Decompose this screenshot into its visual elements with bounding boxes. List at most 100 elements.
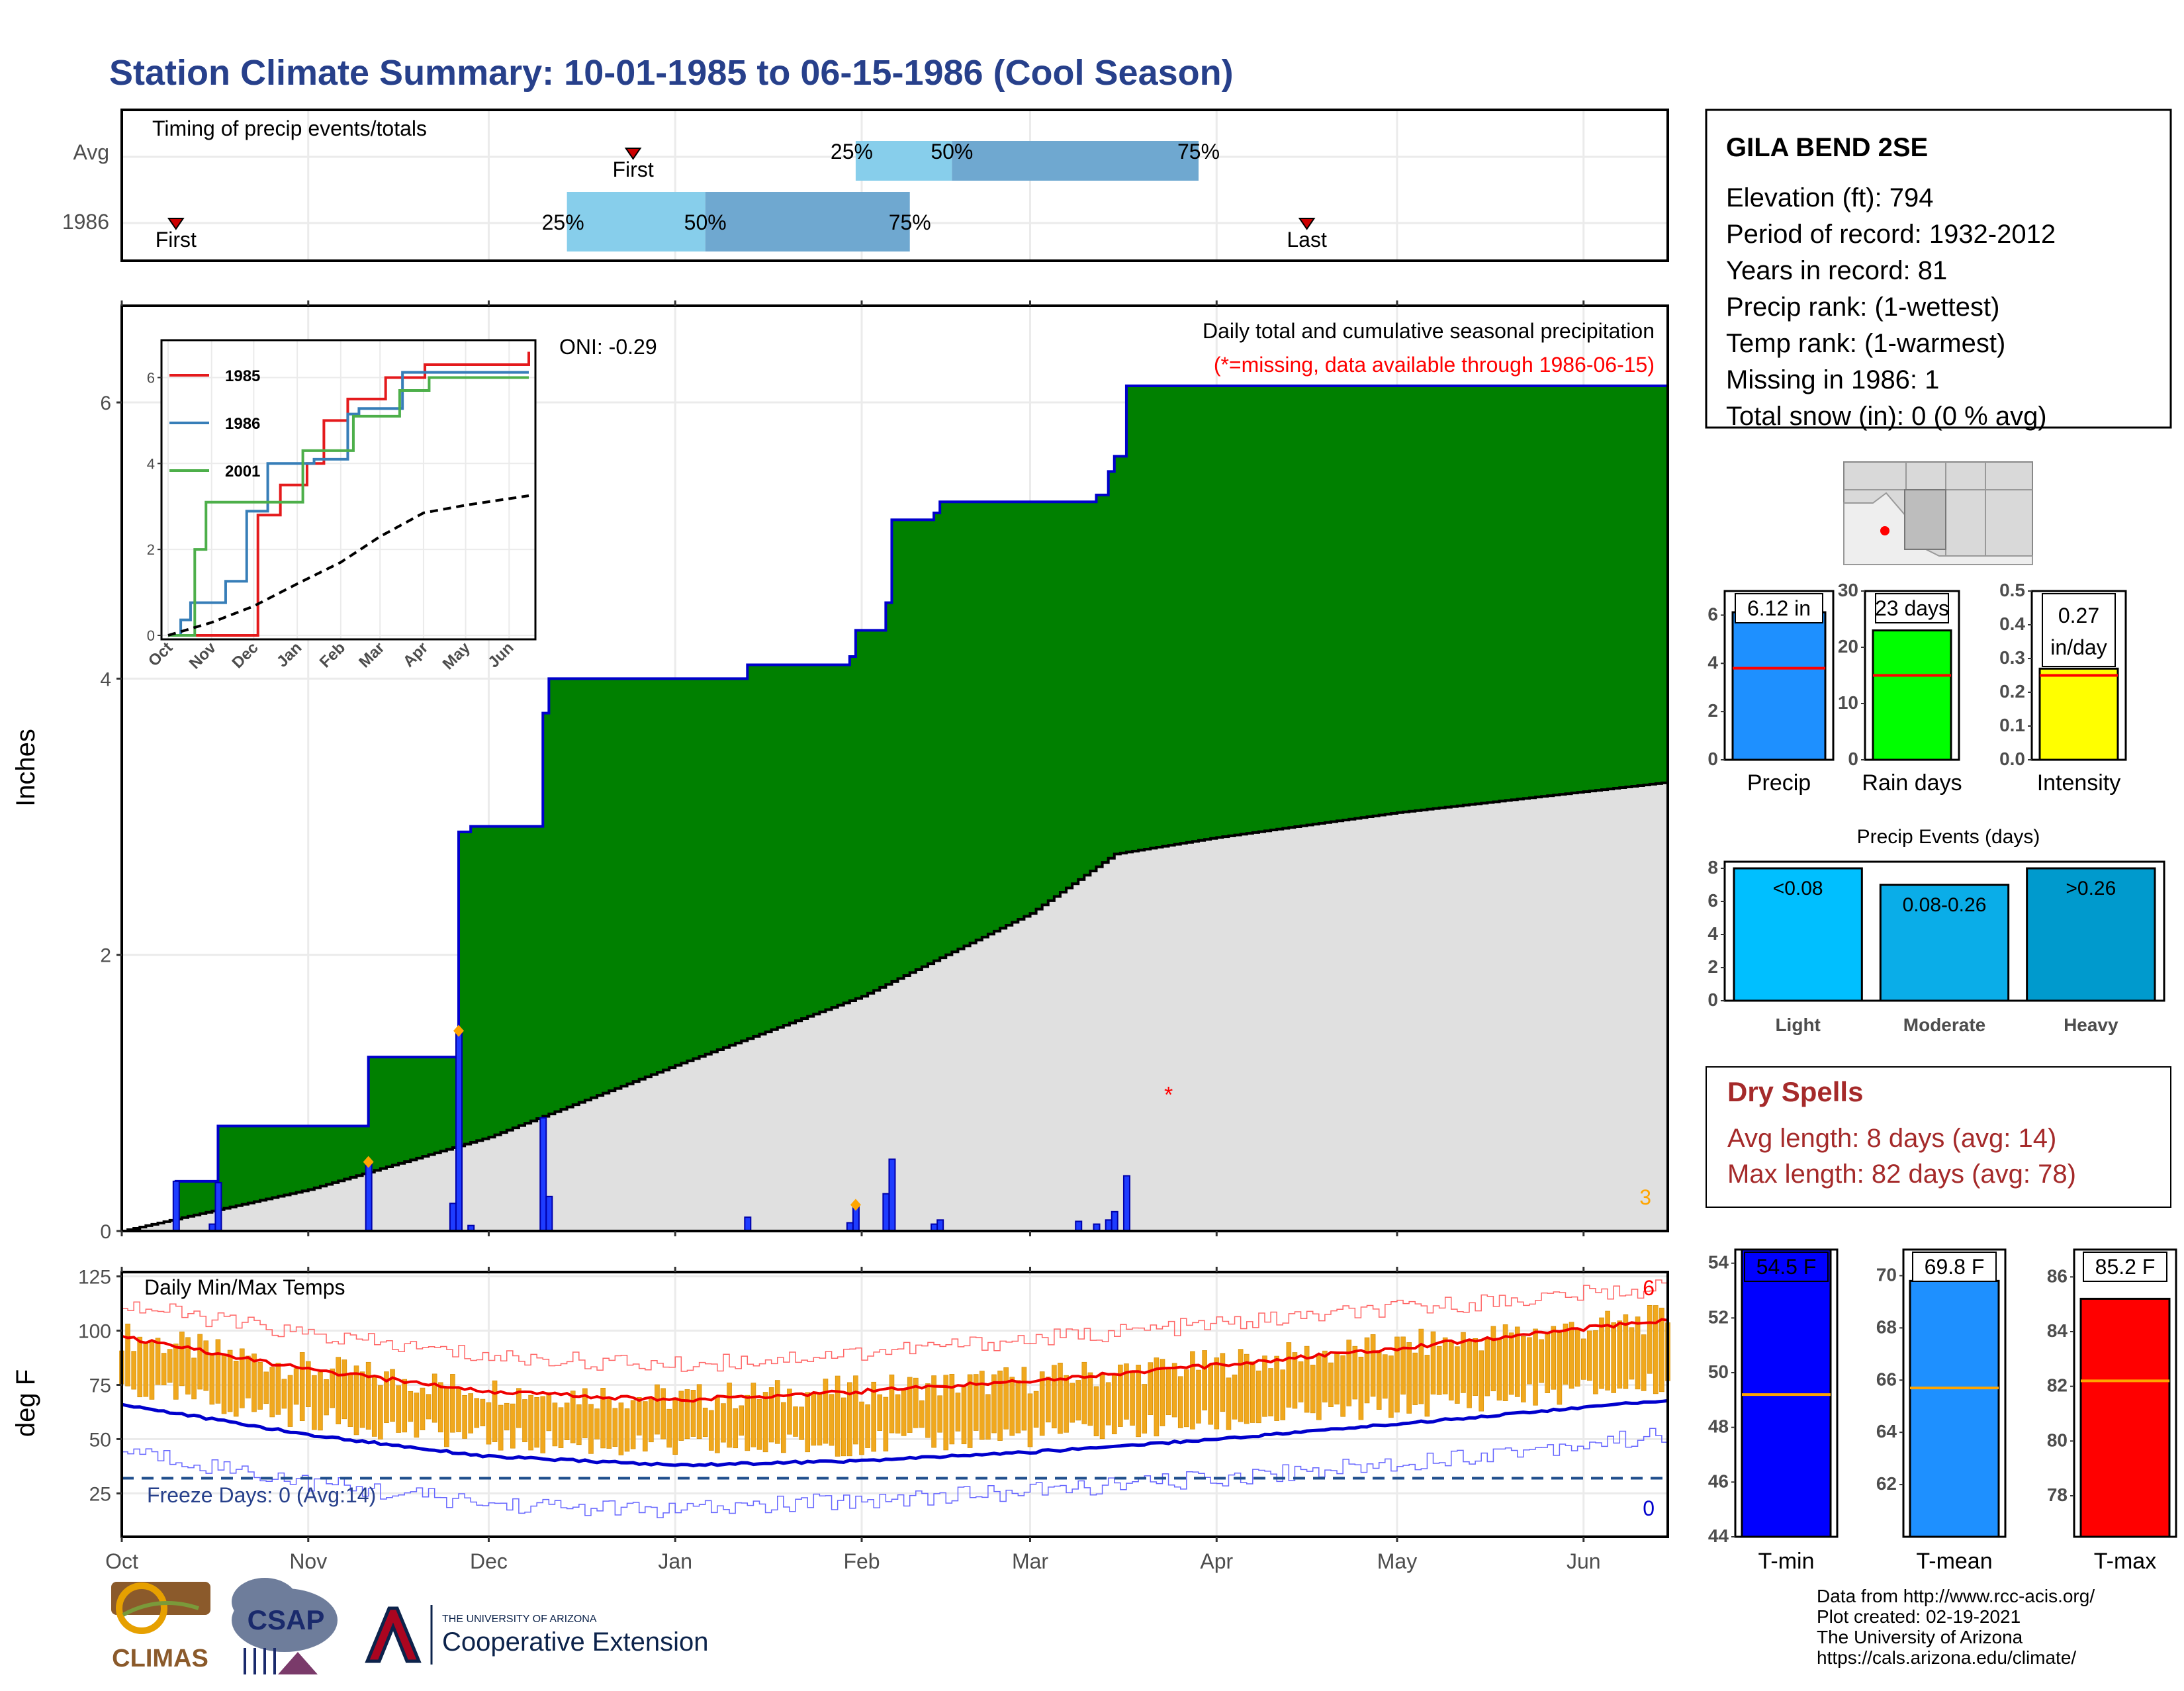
daily-temp-bar	[402, 1379, 408, 1433]
daily-temp-bar	[715, 1396, 720, 1453]
daily-precip-bar	[1105, 1219, 1113, 1232]
daily-temp-bar	[799, 1406, 804, 1440]
daily-temp-bar	[751, 1383, 756, 1447]
daily-temp-bar	[1184, 1369, 1189, 1428]
y-tick-label: 125	[78, 1267, 111, 1289]
events-bar-label: >0.26	[2066, 878, 2116, 899]
daily-temp-bar	[432, 1373, 437, 1423]
inset-legend-label: 1986	[225, 415, 260, 433]
daily-temp-bar	[739, 1405, 745, 1436]
daily-temp-bar	[871, 1381, 876, 1452]
daily-temp-bar	[450, 1374, 455, 1433]
daily-temp-bar	[1539, 1339, 1544, 1383]
summary-y-tick-label: 2	[1707, 700, 1718, 721]
daily-temp-bar	[1521, 1336, 1526, 1402]
events-bar-label: <0.08	[1773, 878, 1823, 899]
footer-line: Data from http://www.rcc-acis.org/	[1817, 1586, 2095, 1606]
daily-temp-bar	[1388, 1355, 1394, 1418]
temp-y-axis-label: deg F	[11, 1369, 40, 1437]
daily-temp-bar	[546, 1392, 552, 1432]
events-bar	[1733, 867, 1863, 1002]
daily-temp-bar	[173, 1344, 179, 1400]
extreme-event-marker	[850, 1199, 861, 1211]
summary-category-label: Intensity	[2037, 770, 2121, 796]
daily-temp-bar	[1455, 1346, 1460, 1404]
summary-y-tick-label: 0	[1848, 749, 1858, 769]
daily-temp-bar	[312, 1375, 317, 1430]
x-tick-label: Apr	[1200, 1549, 1233, 1573]
summary-value-label: in/day	[2050, 635, 2107, 659]
extreme-event-marker	[363, 1156, 374, 1168]
daily-temp-bar	[1274, 1355, 1279, 1421]
daily-temp-bar	[702, 1407, 708, 1438]
daily-temp-bar	[1238, 1349, 1244, 1422]
daily-temp-bar	[1364, 1337, 1370, 1404]
summary-y-tick-label: 6	[1707, 604, 1718, 624]
daily-temp-bar	[1039, 1371, 1045, 1436]
summary-value-bar	[2038, 667, 2119, 761]
daily-temp-bar	[1376, 1350, 1382, 1410]
climas-logo-text: CLIMAS	[112, 1645, 208, 1672]
university-of-arizona-logo: THE UNIVERSITY OF ARIZONA Cooperative Ex…	[363, 1605, 708, 1665]
daily-temp-bar	[287, 1375, 293, 1427]
daily-temp-bar	[275, 1363, 281, 1415]
events-bar-label: 0.08-0.26	[1903, 894, 1987, 916]
daily-temp-bar	[943, 1375, 949, 1451]
daily-temp-bar	[955, 1393, 961, 1432]
daily-temp-bar	[1118, 1364, 1123, 1427]
temp-y-tick-label: 46	[1708, 1471, 1729, 1491]
summary-value-label-box	[1735, 593, 1823, 623]
daily-temp-bar	[1196, 1369, 1201, 1424]
inset-legend-label: 2001	[225, 463, 260, 480]
daily-temp-bar	[246, 1355, 251, 1398]
daily-temp-bar	[835, 1375, 841, 1457]
daily-temp-bar	[1406, 1342, 1412, 1414]
daily-temp-bar	[197, 1334, 203, 1390]
daily-temp-bar	[359, 1371, 365, 1428]
average-cumulative-area	[122, 782, 1668, 1231]
daily-temp-bar	[1473, 1338, 1478, 1396]
temp-y-tick-label: 86	[2047, 1265, 2068, 1286]
daily-temp-bar	[1641, 1334, 1647, 1391]
temp-y-tick-label: 70	[1876, 1264, 1897, 1285]
daily-temp-bar	[1111, 1373, 1117, 1435]
freeze-days-label: Freeze Days: 0 (Avg:14)	[147, 1483, 376, 1507]
summary-y-tick-label: 0.1	[1999, 715, 2025, 735]
daily-temp-bar	[1093, 1386, 1099, 1437]
daily-temp-bar	[1587, 1330, 1592, 1381]
daily-temp-bar	[1569, 1322, 1574, 1389]
daily-precip-bar	[545, 1195, 553, 1232]
daily-temp-bar	[1508, 1332, 1514, 1395]
daily-temp-bar	[1033, 1391, 1039, 1428]
daily-temp-bar	[1177, 1376, 1183, 1428]
daily-temp-bar	[1623, 1314, 1629, 1389]
daily-temp-bar	[1021, 1367, 1027, 1431]
temp-category-label: T-max	[2094, 1549, 2156, 1574]
daily-temp-bar	[655, 1384, 660, 1435]
daily-temp-bar	[1262, 1355, 1267, 1417]
daily-temp-bar	[594, 1408, 600, 1440]
ua-small-text: THE UNIVERSITY OF ARIZONA	[442, 1614, 597, 1625]
events-y-tick-label: 4	[1707, 923, 1718, 944]
daily-temp-bar	[708, 1410, 714, 1451]
daily-temp-bar	[396, 1385, 401, 1433]
daily-temp-bar	[1045, 1377, 1051, 1423]
daily-temp-bar	[985, 1394, 991, 1440]
daily-temp-bar	[1527, 1337, 1532, 1385]
station-line: Missing in 1986: 1	[1726, 365, 1939, 394]
daily-temp-bar	[961, 1385, 967, 1445]
daily-temp-bar	[1467, 1339, 1472, 1408]
daily-temp-bar	[1105, 1382, 1111, 1426]
daily-temp-bar	[949, 1374, 955, 1445]
timing-bar-q2	[705, 192, 910, 251]
daily-temp-bar	[293, 1368, 299, 1405]
daily-temp-bar	[1015, 1380, 1021, 1434]
daily-temp-bar	[931, 1375, 936, 1448]
timing-first-label: First	[156, 228, 197, 251]
daily-temp-bar	[865, 1404, 870, 1448]
events-bar	[2026, 867, 2156, 1002]
daily-temp-bar	[979, 1371, 985, 1440]
footer-line: https://cals.arizona.edu/climate/	[1817, 1647, 2076, 1668]
